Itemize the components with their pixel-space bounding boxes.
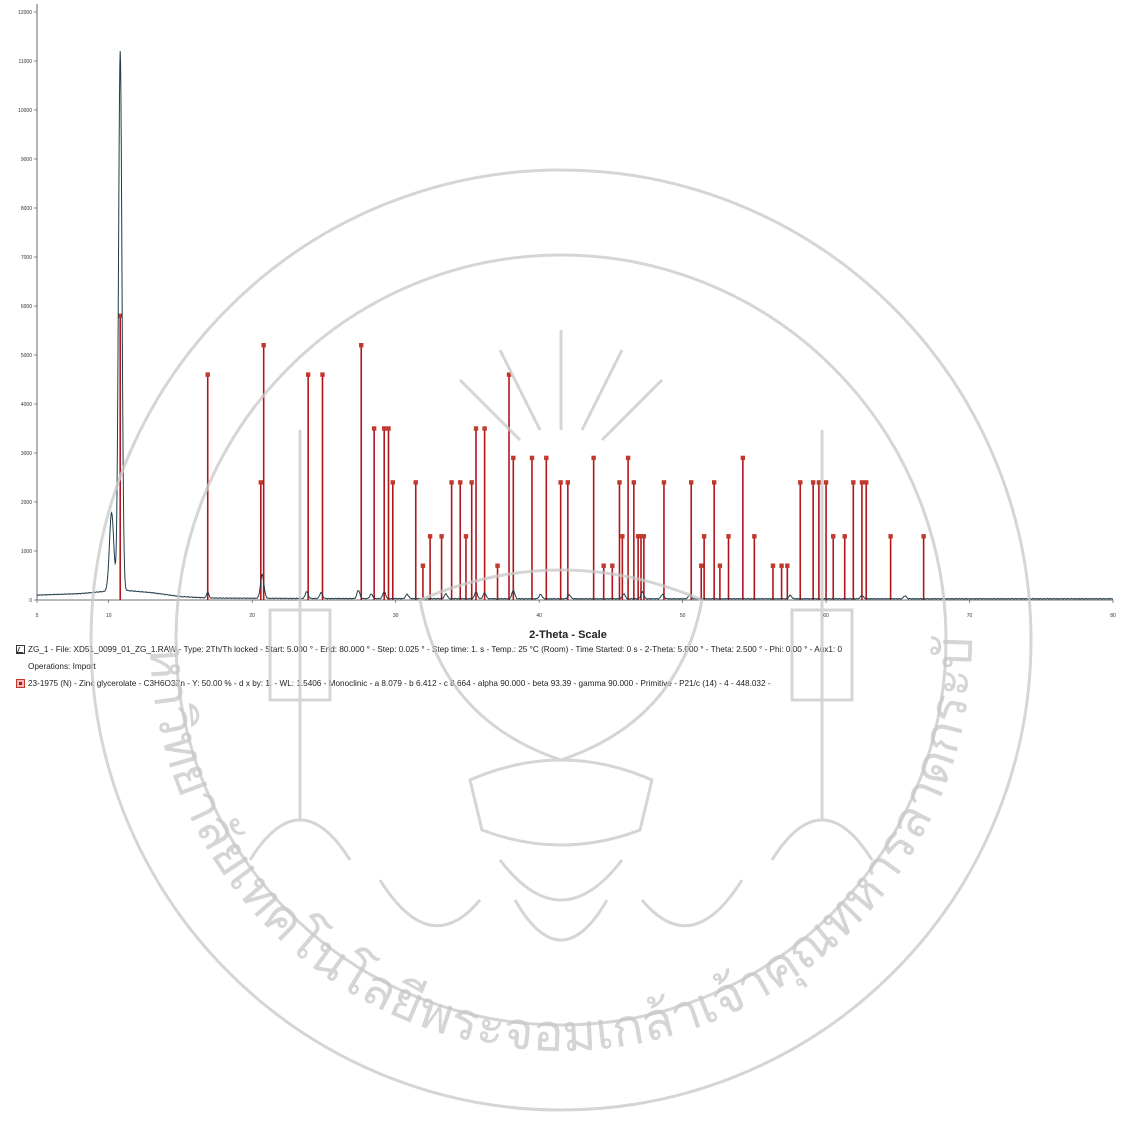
reference-stick-marker bbox=[381, 426, 387, 431]
reference-stick-marker bbox=[205, 372, 210, 377]
reference-stick-marker bbox=[752, 534, 757, 539]
reference-stick-marker bbox=[420, 563, 426, 568]
xrd-chart: 5 10 20 30 40 50 60 70 80 0 1000 2000 3000 4000 5000 6… bbox=[18, 4, 1116, 640]
reference-stick-marker bbox=[842, 534, 847, 539]
reference-stick-marker bbox=[823, 480, 829, 485]
reference-stick-marker bbox=[439, 534, 444, 539]
reference-sticks bbox=[118, 313, 926, 600]
reference-stick-marker bbox=[390, 480, 395, 485]
reference-stick-marker bbox=[565, 480, 571, 485]
reference-stick-marker bbox=[661, 480, 667, 485]
reference-stick-marker bbox=[463, 534, 469, 539]
y-tick-label: 3000 bbox=[21, 451, 32, 457]
reference-stick-marker bbox=[544, 455, 549, 461]
x-tick-label: 40 bbox=[536, 613, 542, 619]
reference-stick-marker bbox=[785, 563, 790, 568]
y-tick-label: 9000 bbox=[21, 157, 32, 163]
reference-stick-marker bbox=[711, 480, 717, 485]
legend-scan: ZG_1 - File: XD51_0099_01_ZG_1.RAW - Typ… bbox=[16, 645, 842, 654]
y-tick-label: 5000 bbox=[21, 353, 32, 359]
reference-stick-marker bbox=[699, 563, 704, 568]
x-tick-label: 60 bbox=[823, 613, 829, 619]
reference-stick-marker bbox=[701, 534, 707, 539]
reference-stick-marker bbox=[591, 455, 596, 461]
x-tick-label: 10 bbox=[106, 613, 112, 619]
reference-stick-marker bbox=[740, 455, 746, 461]
reference-stick-marker bbox=[473, 426, 479, 431]
x-axis-title: 2-Theta - Scale bbox=[529, 629, 607, 640]
reference-stick-marker bbox=[921, 534, 926, 539]
reference-legend-icon bbox=[16, 679, 25, 688]
legend-reference: 23-1975 (N) - Zinc glycerolate - C3H6O3Z… bbox=[16, 679, 771, 688]
reference-stick-marker bbox=[859, 480, 865, 485]
reference-stick-marker bbox=[689, 480, 694, 485]
reference-stick-marker bbox=[495, 563, 500, 568]
reference-stick-marker bbox=[427, 534, 433, 539]
reference-stick-marker bbox=[810, 480, 816, 485]
scan-line bbox=[36, 51, 1114, 600]
reference-stick-marker bbox=[631, 480, 637, 485]
y-tick-label: 11000 bbox=[18, 59, 32, 65]
y-tick-label: 1000 bbox=[21, 549, 32, 555]
reference-stick-marker bbox=[717, 563, 723, 568]
reference-stick-marker bbox=[449, 480, 454, 485]
reference-stick-marker bbox=[511, 455, 516, 461]
reference-stick-marker bbox=[798, 480, 803, 485]
reference-stick-marker bbox=[558, 480, 563, 485]
x-tick-label: 50 bbox=[680, 613, 686, 619]
reference-stick-marker bbox=[617, 480, 622, 485]
reference-stick-marker bbox=[305, 372, 311, 377]
y-tick-label: 7000 bbox=[21, 255, 32, 261]
reference-stick-marker bbox=[831, 534, 836, 539]
legend-operations-text: Operations: Import bbox=[28, 662, 96, 671]
reference-stick-marker bbox=[888, 534, 893, 539]
reference-stick-marker bbox=[359, 343, 364, 348]
reference-stick-marker bbox=[371, 426, 377, 431]
x-axis: 5 10 20 30 40 50 60 70 80 bbox=[36, 599, 1116, 619]
y-tick-label: 0 bbox=[29, 598, 32, 604]
x-tick-label: 80 bbox=[1110, 613, 1116, 619]
reference-stick-marker bbox=[816, 480, 822, 485]
reference-stick-marker bbox=[482, 426, 487, 431]
reference-stick-marker bbox=[506, 372, 512, 377]
reference-stick-marker bbox=[864, 480, 869, 485]
reference-stick-marker bbox=[851, 480, 856, 485]
y-tick-label: 12000 bbox=[18, 10, 32, 16]
reference-stick-marker bbox=[770, 563, 776, 568]
y-tick-label: 6000 bbox=[21, 304, 32, 310]
reference-stick-marker bbox=[258, 480, 264, 485]
scan-legend-icon bbox=[16, 645, 25, 654]
reference-stick-marker bbox=[469, 480, 474, 485]
y-axis: 0 1000 2000 3000 4000 5000 6000 7000 8000 9000 100… bbox=[18, 4, 38, 604]
legend-scan-text: ZG_1 - File: XD51_0099_01_ZG_1.RAW - Typ… bbox=[28, 645, 842, 654]
reference-stick-marker bbox=[779, 563, 784, 568]
reference-stick-marker bbox=[261, 343, 266, 348]
reference-stick-marker bbox=[386, 426, 391, 431]
reference-stick-marker bbox=[529, 455, 535, 461]
y-tick-label: 2000 bbox=[21, 500, 32, 506]
x-tick-label: 70 bbox=[967, 613, 973, 619]
reference-stick-marker bbox=[726, 534, 731, 539]
reference-stick-marker bbox=[620, 534, 625, 539]
reference-stick-marker bbox=[610, 563, 615, 568]
x-tick-label: 5 bbox=[36, 613, 39, 619]
legend-reference-text: 23-1975 (N) - Zinc glycerolate - C3H6O3Z… bbox=[28, 679, 771, 688]
legend-operations: Operations: Import bbox=[28, 662, 96, 671]
reference-stick-marker bbox=[625, 455, 631, 461]
reference-stick-marker bbox=[413, 480, 418, 485]
reference-stick-marker bbox=[601, 563, 606, 568]
reference-stick-marker bbox=[641, 534, 647, 539]
y-tick-label: 10000 bbox=[18, 108, 32, 114]
x-tick-label: 20 bbox=[249, 613, 255, 619]
y-tick-label: 4000 bbox=[21, 402, 32, 408]
reference-stick-marker bbox=[320, 372, 325, 377]
x-tick-label: 30 bbox=[393, 613, 399, 619]
reference-stick-marker bbox=[458, 480, 463, 485]
y-tick-label: 8000 bbox=[21, 206, 32, 212]
